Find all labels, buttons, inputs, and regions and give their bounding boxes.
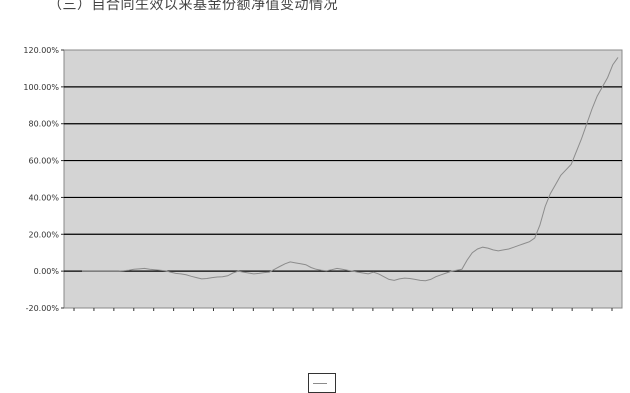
legend [308,373,336,393]
nav-series-line [82,57,619,282]
legend-swatch [313,382,327,384]
y-axis-ticks: -20.00% 0.00% 20.00% 40.00% 60.00% 80.00% 100.… [23,46,64,313]
y-tick-label: 20.00% [28,230,59,239]
y-tick-label: 60.00% [28,157,59,166]
plot-area [63,49,623,309]
grid-lines [64,86,622,272]
section-heading: （三）自合同生效以来基金份额净值变动情况 [48,0,338,13]
nav-change-chart: -20.00% 0.00% 20.00% 40.00% 60.00% 80.00% 100.… [23,46,623,313]
y-tick-label: -20.00% [26,304,60,313]
y-tick-label: 120.00% [23,46,59,55]
y-tick-label: 80.00% [28,120,59,129]
x-axis-ticks [73,308,613,311]
y-tick-label: 40.00% [28,193,59,202]
y-tick-label: 100.00% [23,83,59,92]
y-tick-label: 0.00% [34,267,60,276]
